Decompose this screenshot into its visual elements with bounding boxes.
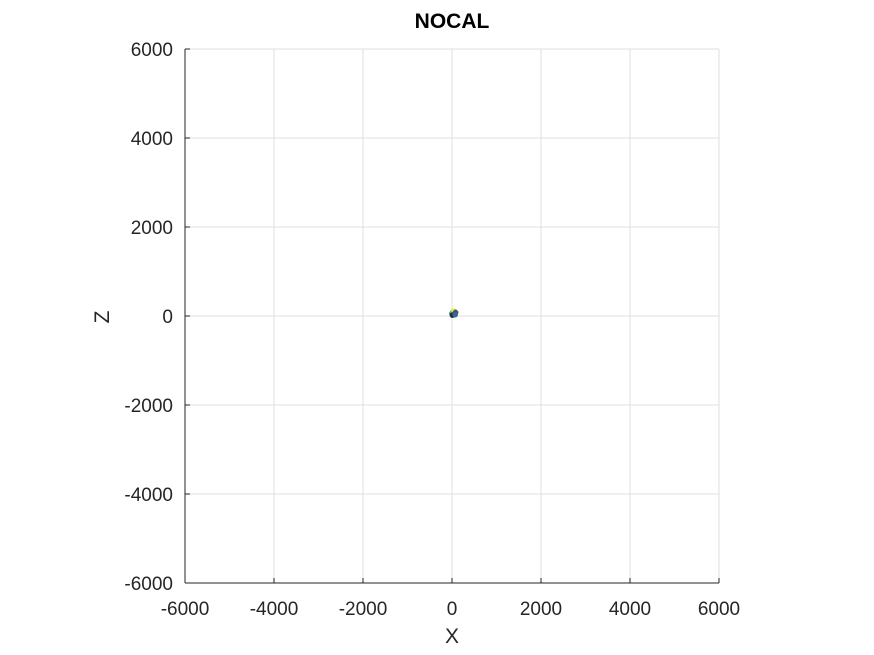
x-tick-label: 0 [447,599,458,620]
x-tick-label: -2000 [339,599,388,620]
y-tick-label: 6000 [131,40,173,61]
chart-title: NOCAL [415,10,490,33]
data-points [449,308,459,318]
y-tick-label: -4000 [124,485,173,506]
y-tick-label: 2000 [131,218,173,239]
y-tick-label: -6000 [124,574,173,595]
y-axis-ticks: -6000 -4000 -2000 0 2000 4000 6000 [124,40,190,595]
x-tick-label: -4000 [250,599,299,620]
y-tick-label: -2000 [124,396,173,417]
x-axis-ticks: -6000 -4000 -2000 0 2000 4000 6000 [161,578,740,620]
grid-lines [184,48,720,584]
y-tick-label: 0 [162,307,173,328]
x-tick-label: 2000 [520,599,562,620]
data-point [452,311,458,318]
y-axis-label: Z [91,310,114,323]
x-axis-label: X [445,625,459,648]
x-tick-label: -6000 [161,599,210,620]
x-tick-label: 4000 [609,599,651,620]
x-tick-label: 6000 [698,599,740,620]
y-tick-label: 4000 [131,129,173,150]
